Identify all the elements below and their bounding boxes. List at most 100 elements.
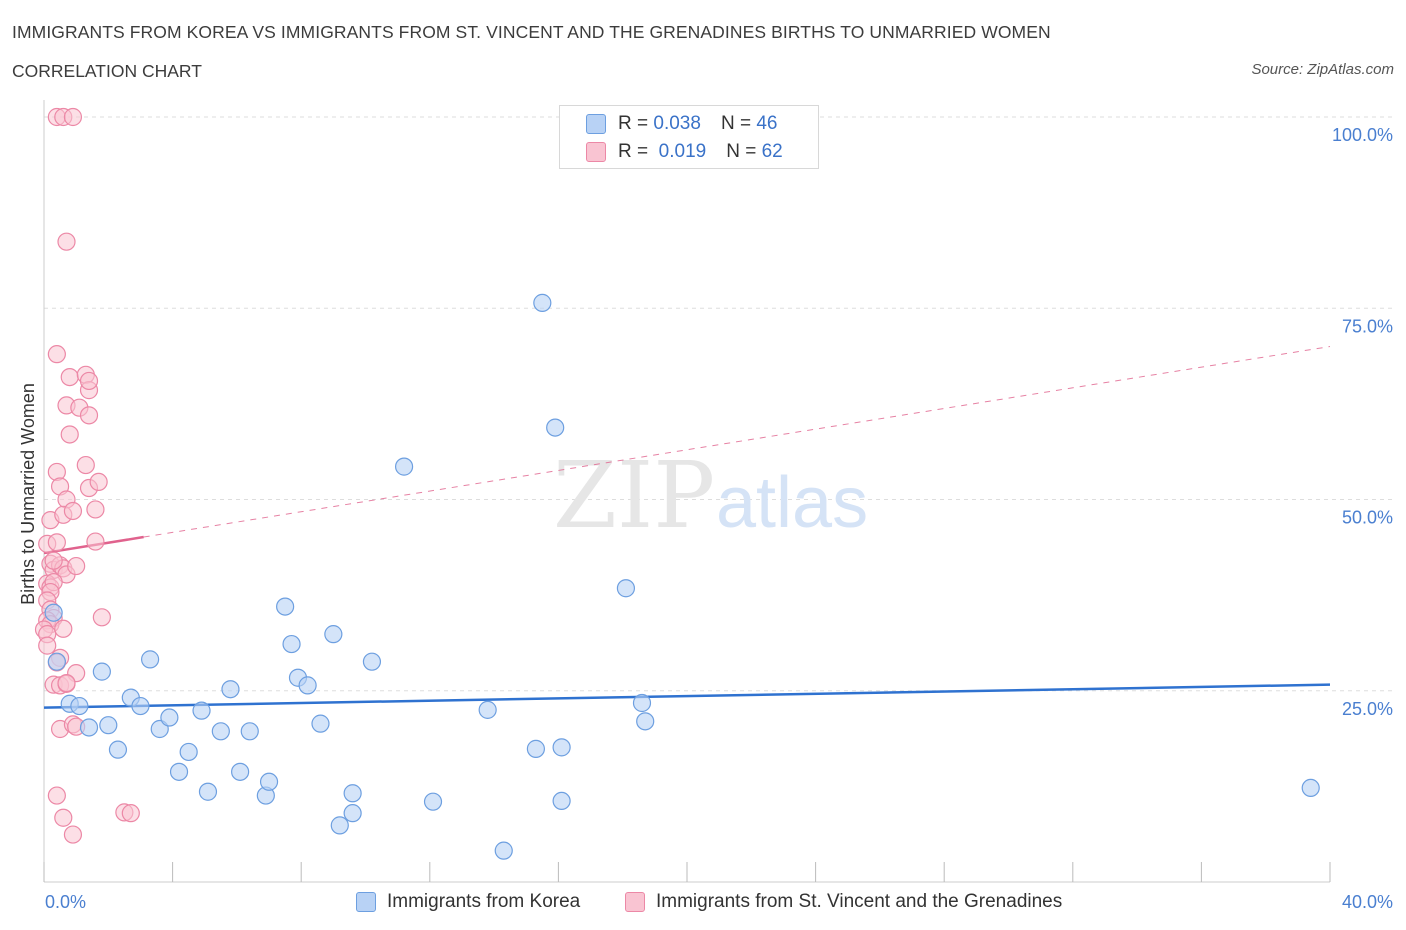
y-tick-label-100: 100.0% bbox=[1332, 125, 1393, 145]
point-svg-44 bbox=[92, 608, 111, 627]
x-tick-label-max: 40.0% bbox=[1342, 892, 1393, 912]
legend-swatch-svg bbox=[586, 142, 606, 162]
bottom-legend-korea: Immigrants from Korea bbox=[356, 889, 580, 915]
point-svg-5 bbox=[60, 368, 79, 387]
point-korea-12 bbox=[160, 708, 179, 727]
point-korea-26 bbox=[298, 676, 317, 695]
bottom-legend-svg: Immigrants from St. Vincent and the Gren… bbox=[625, 889, 1062, 915]
point-korea-40 bbox=[552, 738, 571, 757]
point-svg-8 bbox=[79, 371, 99, 391]
legend-n-value-svg: 62 bbox=[761, 141, 783, 162]
point-korea-10 bbox=[140, 650, 160, 669]
y-tick-label-50: 50.0% bbox=[1342, 508, 1393, 528]
point-svg-57 bbox=[63, 825, 83, 844]
point-svg-45 bbox=[38, 636, 57, 655]
point-korea-28 bbox=[330, 816, 349, 835]
point-korea-7 bbox=[108, 740, 128, 759]
point-korea-0 bbox=[44, 603, 63, 622]
point-korea-43 bbox=[632, 693, 652, 713]
point-korea-23 bbox=[276, 597, 295, 616]
point-korea-13 bbox=[169, 762, 189, 781]
point-korea-30 bbox=[343, 784, 362, 803]
legend-n-label: N = bbox=[720, 113, 752, 134]
point-korea-16 bbox=[198, 782, 218, 801]
point-korea-1 bbox=[47, 652, 66, 671]
watermark-zip: ZIP bbox=[553, 442, 715, 549]
legend-r-value-korea: 0.038 bbox=[653, 113, 701, 134]
point-korea-45 bbox=[1301, 778, 1320, 798]
legend-r-value-svg: 0.019 bbox=[658, 141, 707, 162]
y-tick-label-75: 75.0% bbox=[1342, 316, 1393, 336]
point-svg-3 bbox=[57, 232, 76, 251]
legend-n-label: N = bbox=[726, 141, 757, 162]
legend-n-value-korea: 46 bbox=[756, 113, 778, 134]
point-svg-11 bbox=[79, 406, 99, 425]
point-korea-41 bbox=[552, 791, 571, 811]
watermark-atlas: atlas bbox=[716, 463, 868, 543]
point-svg-55 bbox=[47, 786, 66, 805]
y-tick-label-25: 25.0% bbox=[1342, 699, 1393, 719]
point-svg-21 bbox=[63, 501, 83, 521]
chart-title: IMMIGRANTS FROM KOREA VS IMMIGRANTS FROM… bbox=[12, 22, 1051, 42]
point-korea-4 bbox=[79, 718, 99, 737]
point-korea-36 bbox=[494, 841, 513, 860]
legend-r-label: R = bbox=[618, 113, 649, 134]
watermark: ZIP atlas bbox=[553, 442, 868, 549]
point-svg-22 bbox=[86, 500, 105, 519]
point-korea-9 bbox=[131, 696, 150, 716]
legend-swatch-korea bbox=[586, 114, 606, 134]
point-svg-60 bbox=[57, 673, 76, 693]
stats-legend: R = 0.038 N = 46 R = 0.019 N = 62 bbox=[559, 105, 819, 169]
point-korea-6 bbox=[99, 716, 118, 735]
bottom-legend-swatch-svg bbox=[625, 892, 645, 912]
point-svg-4 bbox=[47, 345, 66, 364]
point-svg-25 bbox=[86, 532, 105, 551]
point-korea-5 bbox=[92, 662, 111, 681]
grid-lines bbox=[44, 116, 1392, 692]
point-korea-17 bbox=[211, 722, 230, 741]
bottom-legend-label-svg: Immigrants from St. Vincent and the Gren… bbox=[656, 891, 1063, 912]
point-korea-39 bbox=[546, 418, 565, 437]
chart-subtitle: CORRELATION CHART bbox=[12, 61, 202, 81]
bottom-legend-swatch-korea bbox=[356, 892, 376, 912]
y-axis-label: Births to Unmarried Women bbox=[18, 383, 38, 605]
point-svg-17 bbox=[89, 472, 108, 492]
point-svg-56 bbox=[54, 808, 73, 827]
point-svg-2 bbox=[63, 107, 83, 127]
point-korea-31 bbox=[343, 804, 362, 823]
trend-line-svg-dashed bbox=[143, 346, 1331, 538]
point-korea-35 bbox=[478, 700, 497, 719]
point-korea-37 bbox=[526, 739, 545, 758]
point-korea-14 bbox=[179, 742, 198, 762]
source-label: Source: ZipAtlas.com bbox=[1251, 61, 1394, 78]
point-korea-24 bbox=[282, 634, 301, 654]
point-korea-15 bbox=[192, 701, 211, 720]
point-korea-3 bbox=[70, 696, 89, 716]
point-svg-14 bbox=[76, 455, 95, 475]
point-korea-42 bbox=[616, 579, 636, 598]
legend-r-label: R = bbox=[618, 141, 649, 162]
point-svg-12 bbox=[60, 425, 79, 444]
axes: 25.0% 50.0% 75.0% 100.0% 0.0% 40.0% bbox=[43, 100, 1393, 912]
point-svg-24 bbox=[47, 533, 66, 552]
point-korea-27 bbox=[311, 714, 330, 733]
point-korea-18 bbox=[221, 680, 240, 699]
legend-row-svg: R = 0.019 N = 62 bbox=[586, 140, 783, 164]
point-svg-31 bbox=[67, 556, 86, 576]
point-korea-19 bbox=[231, 762, 250, 781]
point-korea-20 bbox=[240, 722, 259, 741]
point-svg-43 bbox=[54, 619, 73, 638]
legend-row-korea: R = 0.038 N = 46 bbox=[586, 112, 777, 136]
point-svg-59 bbox=[121, 804, 140, 823]
point-korea-34 bbox=[423, 792, 443, 811]
point-korea-32 bbox=[362, 652, 382, 671]
point-korea-29 bbox=[324, 625, 343, 644]
point-korea-38 bbox=[533, 293, 552, 312]
trend-line-korea bbox=[43, 683, 1331, 709]
point-korea-22 bbox=[259, 772, 279, 791]
data-points bbox=[34, 107, 1320, 860]
x-tick-label-min: 0.0% bbox=[45, 892, 86, 912]
point-svg-61 bbox=[44, 551, 63, 570]
point-korea-33 bbox=[394, 457, 414, 476]
